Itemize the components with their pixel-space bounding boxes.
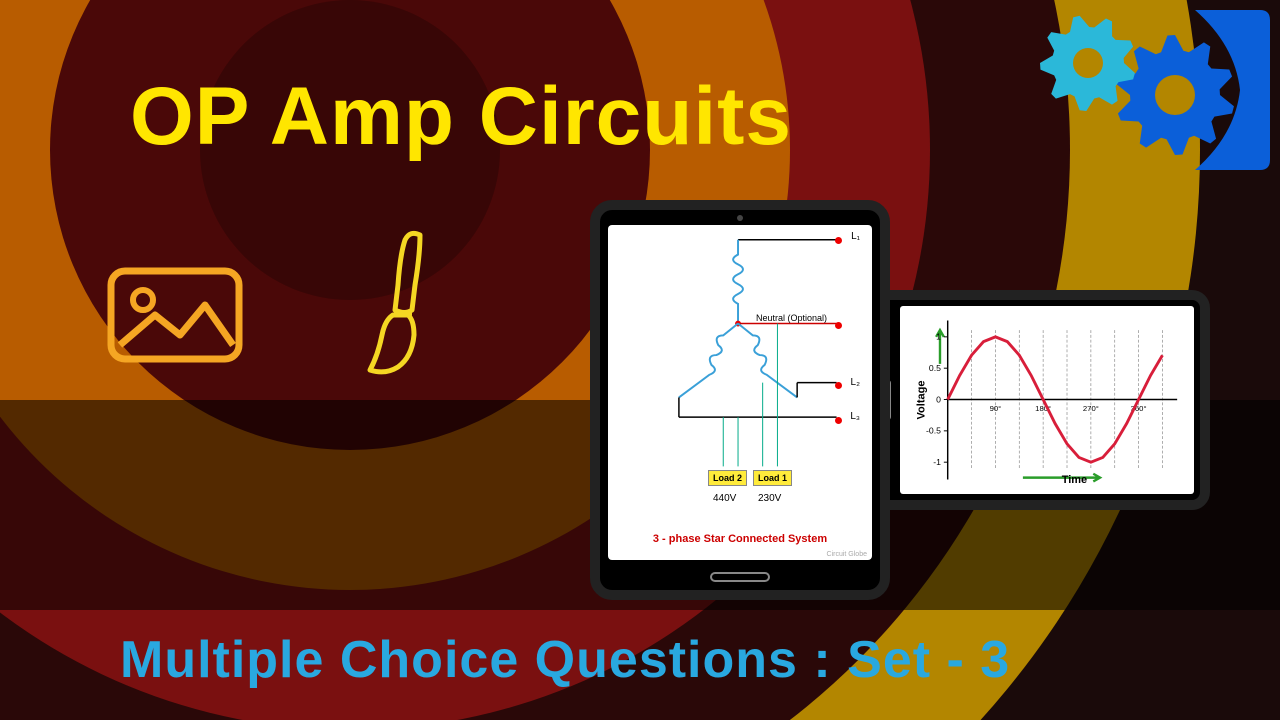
- sine-svg: -1-0.500.5190°180°270°360°: [900, 306, 1194, 494]
- svg-text:270°: 270°: [1083, 404, 1099, 413]
- terminal-label-l1: L₁: [851, 231, 860, 242]
- svg-text:0: 0: [936, 394, 941, 404]
- tablet-device-frame: L₁ Neutral (Optional) L₂ L₃ Load 2 Load …: [590, 200, 890, 600]
- voltage-label-230: 230V: [758, 493, 781, 504]
- svg-text:-1: -1: [933, 457, 941, 467]
- svg-text:90°: 90°: [990, 404, 1002, 413]
- main-title: OP Amp Circuits: [130, 70, 792, 164]
- terminal-dot: [835, 237, 842, 244]
- terminal-label-l2: L₂: [851, 377, 860, 388]
- tablet-home-icon: [710, 572, 770, 582]
- x-axis-label: Time: [1062, 474, 1087, 486]
- neutral-label: Neutral (Optional): [756, 313, 827, 323]
- terminal-label-l3: L₃: [850, 411, 860, 422]
- y-axis-label: Voltage: [915, 381, 927, 420]
- terminal-dot: [835, 417, 842, 424]
- paintbrush-icon: [350, 225, 460, 385]
- load-box-1: Load 1: [753, 470, 792, 486]
- svg-text:1: 1: [936, 332, 941, 342]
- terminal-dot: [835, 382, 842, 389]
- voltage-label-440: 440V: [713, 493, 736, 504]
- star-circuit-svg: [608, 225, 872, 560]
- load-box-2: Load 2: [708, 470, 747, 486]
- phone-device-frame: -1-0.500.5190°180°270°360° Voltage Time: [870, 290, 1210, 510]
- gears-logo-icon: [1000, 5, 1270, 175]
- svg-text:0.5: 0.5: [929, 363, 941, 373]
- tablet-screen: L₁ Neutral (Optional) L₂ L₃ Load 2 Load …: [608, 225, 872, 560]
- circuit-diagram: L₁ Neutral (Optional) L₂ L₃ Load 2 Load …: [608, 225, 872, 560]
- subtitle-text: Multiple Choice Questions : Set - 3: [120, 630, 1010, 690]
- svg-text:-0.5: -0.5: [926, 426, 941, 436]
- phone-screen: -1-0.500.5190°180°270°360° Voltage Time: [900, 306, 1194, 494]
- sine-wave-chart: -1-0.500.5190°180°270°360° Voltage Time: [900, 306, 1194, 494]
- circuit-source-label: Circuit Globe: [827, 551, 867, 558]
- image-placeholder-icon: [105, 265, 245, 365]
- terminal-dot: [835, 322, 842, 329]
- tablet-camera-icon: [737, 215, 743, 221]
- circuit-caption: 3 - phase Star Connected System: [653, 533, 827, 545]
